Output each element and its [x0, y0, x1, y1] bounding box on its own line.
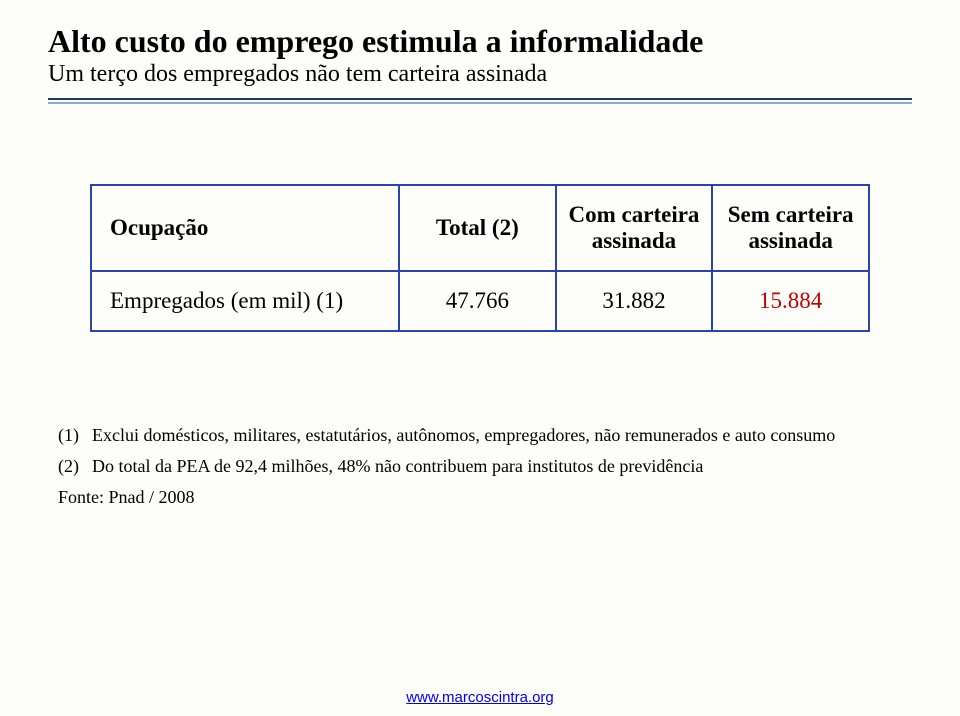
cell-sem-carteira: 15.884	[712, 271, 869, 331]
cell-com-carteira: 31.882	[556, 271, 713, 331]
slide-subtitle: Um terço dos empregados não tem carteira…	[48, 61, 912, 88]
footer: www.marcoscintra.org	[0, 689, 960, 706]
footnote-1-marker: (1)	[58, 422, 92, 449]
footnotes: (1) Exclui domésticos, militares, estatu…	[58, 422, 912, 511]
source-line: Fonte: Pnad / 2008	[58, 484, 912, 511]
col-header-sem-carteira: Sem carteira assinada	[712, 185, 869, 271]
footnote-2-marker: (2)	[58, 453, 92, 480]
cell-total: 47.766	[399, 271, 556, 331]
col-header-total: Total (2)	[399, 185, 556, 271]
col-header-com-carteira: Com carteira assinada	[556, 185, 713, 271]
divider-dark	[48, 98, 912, 100]
footnote-2-text: Do total da PEA de 92,4 milhões, 48% não…	[92, 453, 912, 480]
slide: Alto custo do emprego estimula a informa…	[0, 0, 960, 716]
divider-light	[48, 102, 912, 104]
data-table-container: Ocupação Total (2) Com carteira assinada…	[90, 184, 870, 332]
slide-title: Alto custo do emprego estimula a informa…	[48, 24, 912, 59]
col-header-ocupacao: Ocupação	[91, 185, 399, 271]
table-row: Empregados (em mil) (1) 47.766 31.882 15…	[91, 271, 869, 331]
data-table: Ocupação Total (2) Com carteira assinada…	[90, 184, 870, 332]
footnote-2: (2) Do total da PEA de 92,4 milhões, 48%…	[58, 453, 912, 480]
footnote-1: (1) Exclui domésticos, militares, estatu…	[58, 422, 912, 449]
footnote-1-text: Exclui domésticos, militares, estatutári…	[92, 422, 912, 449]
footer-url-link[interactable]: www.marcoscintra.org	[406, 689, 554, 706]
row-label: Empregados (em mil) (1)	[91, 271, 399, 331]
table-header-row: Ocupação Total (2) Com carteira assinada…	[91, 185, 869, 271]
